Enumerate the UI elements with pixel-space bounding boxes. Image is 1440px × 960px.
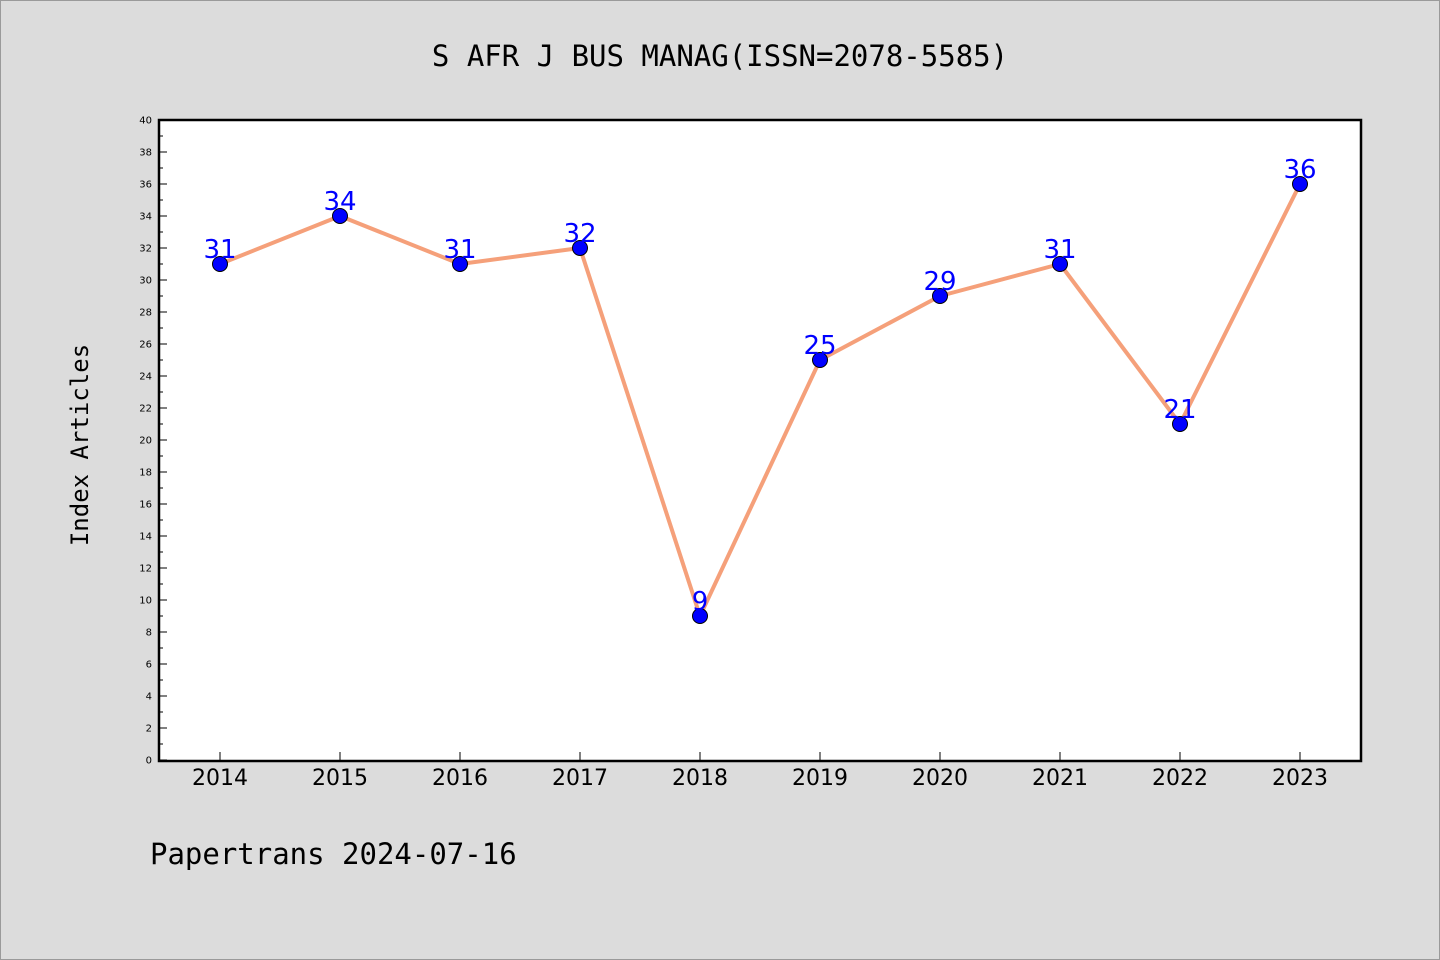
y-tick-label: 0 xyxy=(146,756,152,767)
data-label: 29 xyxy=(923,267,956,297)
x-tick-label: 2018 xyxy=(672,766,728,791)
y-tick-label: 26 xyxy=(139,340,152,351)
data-point xyxy=(932,288,948,304)
data-point xyxy=(1052,256,1068,272)
x-tick-label: 2022 xyxy=(1152,766,1208,791)
y-tick-label: 18 xyxy=(139,468,152,479)
y-axis-label: Index Articles xyxy=(66,344,94,546)
plot-area xyxy=(157,118,1363,763)
y-tick-label: 24 xyxy=(139,372,152,383)
data-label: 25 xyxy=(803,331,836,361)
y-tick-label: 4 xyxy=(146,692,152,703)
x-tick-label: 2020 xyxy=(912,766,968,791)
data-label: 21 xyxy=(1163,395,1196,425)
data-point xyxy=(572,240,588,256)
x-tick-label: 2014 xyxy=(192,766,248,791)
y-tick-label: 16 xyxy=(139,500,152,511)
data-point xyxy=(452,256,468,272)
y-tick-label: 32 xyxy=(139,244,152,255)
y-tick-label: 38 xyxy=(139,148,152,159)
x-tick-label: 2015 xyxy=(312,766,368,791)
y-tick-label: 10 xyxy=(139,596,152,607)
x-axis: 2014 2015 2016 2017 2018 2019 2020 2021 2022 2023 xyxy=(192,752,1328,791)
footer-credit: Papertrans 2024-07-16 xyxy=(150,837,517,871)
data-point xyxy=(212,256,228,272)
y-tick-label: 28 xyxy=(139,308,152,319)
y-tick-label: 2 xyxy=(146,724,152,735)
data-point xyxy=(332,208,348,224)
y-tick-label: 36 xyxy=(139,180,152,191)
data-point xyxy=(1172,416,1188,432)
x-tick-label: 2017 xyxy=(552,766,608,791)
series-line xyxy=(218,182,1302,618)
data-label: 34 xyxy=(323,187,356,217)
data-point xyxy=(1292,176,1308,192)
y-tick-label: 22 xyxy=(139,404,152,415)
chart-title: S AFR J BUS MANAG(ISSN=2078-5585) xyxy=(432,39,1008,73)
x-tick-label: 2021 xyxy=(1032,766,1088,791)
x-tick-label: 2019 xyxy=(792,766,848,791)
data-points xyxy=(212,176,1308,624)
data-label: 36 xyxy=(1283,155,1316,185)
x-tick-label: 2023 xyxy=(1272,766,1328,791)
data-label: 31 xyxy=(443,235,476,265)
y-tick-label: 30 xyxy=(139,276,152,287)
data-label: 32 xyxy=(563,219,596,249)
y-tick-label: 40 xyxy=(139,116,152,127)
y-tick-label: 12 xyxy=(139,564,152,575)
data-labels: 31 34 31 32 9 25 29 31 21 36 xyxy=(203,155,1316,617)
x-tick-label: 2016 xyxy=(432,766,488,791)
y-tick-label: 20 xyxy=(139,436,152,447)
y-tick-label: 8 xyxy=(146,628,152,639)
y-tick-label: 6 xyxy=(146,660,152,671)
data-point xyxy=(692,608,708,624)
data-label: 31 xyxy=(1043,235,1076,265)
data-label: 31 xyxy=(203,235,236,265)
data-label: 9 xyxy=(692,587,709,617)
data-point xyxy=(812,352,828,368)
y-tick-label: 34 xyxy=(139,212,152,223)
y-tick-label: 14 xyxy=(139,532,152,543)
